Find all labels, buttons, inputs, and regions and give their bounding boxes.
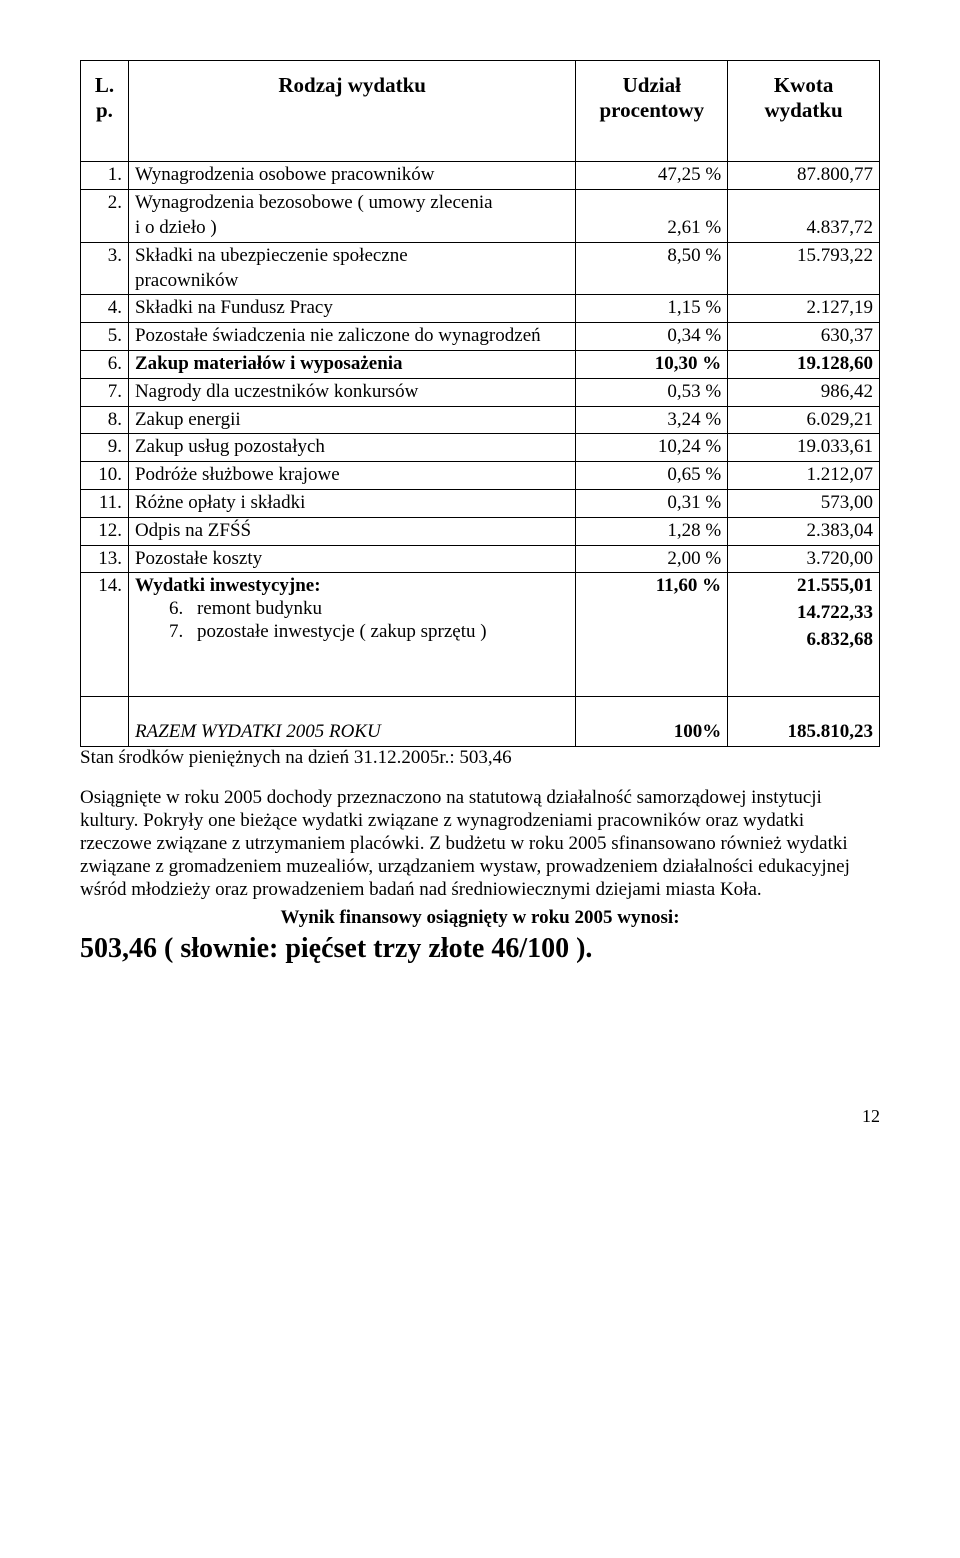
wynik-label: Wynik finansowy osiągnięty w roku 2005 w… [80, 907, 880, 930]
summary-pct: 100% [576, 696, 728, 746]
stan-srodkow: Stan środków pieniężnych na dzień 31.12.… [80, 747, 880, 770]
cell-desc: Zakup materiałów i wyposażenia [128, 350, 575, 378]
table-row-14: 14. Wydatki inwestycyjne: 6. remont budy… [81, 573, 880, 696]
table-row: 10.Podróże służbowe krajowe0,65 %1.212,0… [81, 462, 880, 490]
cell-desc: Wynagrodzenia osobowe pracowników [128, 162, 575, 190]
cell-amt: 986,42 [728, 378, 880, 406]
cell-amt: 87.800,77 [728, 162, 880, 190]
table-row-summary: RAZEM WYDATKI 2005 ROKU 100% 185.810,23 [81, 696, 880, 746]
table-row: 12.Odpis na ZFŚŚ1,28 %2.383,04 [81, 517, 880, 545]
table-row: 1.Wynagrodzenia osobowe pracowników47,25… [81, 162, 880, 190]
table-row: 2.Wynagrodzenia bezosobowe ( umowy zlece… [81, 190, 880, 243]
row14-sub2-amt: 6.832,68 [734, 629, 873, 652]
cell-lp: 4. [81, 295, 129, 323]
cell-pct: 2,00 % [576, 545, 728, 573]
cell-desc: Odpis na ZFŚŚ [128, 517, 575, 545]
cell-pct: 2,61 % [576, 190, 728, 243]
wynik-value: 503,46 ( słownie: pięćset trzy złote 46/… [80, 932, 880, 966]
row14-sub-2: 7. pozostałe inwestycje ( zakup sprzętu … [169, 621, 569, 644]
table-header-row: L. p. Rodzaj wydatku Udział procentowy K… [81, 61, 880, 162]
sub-2-num: 7. [169, 621, 197, 644]
sub-1-text: remont budynku [197, 598, 322, 621]
table-row: 7.Nagrody dla uczestników konkursów0,53 … [81, 378, 880, 406]
row14-sub-1: 6. remont budynku [169, 598, 569, 621]
cell-lp: 9. [81, 434, 129, 462]
cell-amt: 4.837,72 [728, 190, 880, 243]
cell-desc: Pozostałe koszty [128, 545, 575, 573]
table-row: 4.Składki na Fundusz Pracy1,15 %2.127,19 [81, 295, 880, 323]
page-number: 12 [80, 1106, 880, 1128]
cell-desc: Pozostałe świadczenia nie zaliczone do w… [128, 323, 575, 351]
cell-lp: 12. [81, 517, 129, 545]
cell-lp: 8. [81, 406, 129, 434]
cell-amt: 21.555,01 14.722,33 6.832,68 [728, 573, 880, 696]
header-rodzaj: Rodzaj wydatku [128, 61, 575, 162]
cell-pct: 11,60 % [576, 573, 728, 696]
table-row: 11.Różne opłaty i składki0,31 %573,00 [81, 489, 880, 517]
cell-pct: 8,50 % [576, 242, 728, 295]
cell-pct: 10,30 % [576, 350, 728, 378]
table-row: 13.Pozostałe koszty2,00 %3.720,00 [81, 545, 880, 573]
cell-pct: 1,28 % [576, 517, 728, 545]
cell-lp: 2. [81, 190, 129, 243]
cell-amt: 15.793,22 [728, 242, 880, 295]
table-row: 3.Składki na ubezpieczenie społeczneprac… [81, 242, 880, 295]
cell-lp: 10. [81, 462, 129, 490]
cell-lp: 14. [81, 573, 129, 696]
header-kwota: Kwota wydatku [728, 61, 880, 162]
cell-amt: 1.212,07 [728, 462, 880, 490]
row14-sub1-amt: 14.722,33 [734, 602, 873, 625]
cell-lp: 7. [81, 378, 129, 406]
expenses-table: L. p. Rodzaj wydatku Udział procentowy K… [80, 60, 880, 747]
main-paragraph: Osiągnięte w roku 2005 dochody przeznacz… [80, 787, 880, 901]
cell-pct: 0,53 % [576, 378, 728, 406]
row14-sublist: 6. remont budynku 7. pozostałe inwestycj… [135, 598, 569, 644]
cell-amt: 3.720,00 [728, 545, 880, 573]
cell-amt: 573,00 [728, 489, 880, 517]
cell-desc: Składki na Fundusz Pracy [128, 295, 575, 323]
header-udzial: Udział procentowy [576, 61, 728, 162]
cell-desc: Zakup usług pozostałych [128, 434, 575, 462]
cell-desc: Zakup energii [128, 406, 575, 434]
cell-desc: Wydatki inwestycyjne: 6. remont budynku … [128, 573, 575, 696]
cell-desc: Wynagrodzenia bezosobowe ( umowy zleceni… [128, 190, 575, 243]
cell-pct: 0,34 % [576, 323, 728, 351]
cell-lp: 6. [81, 350, 129, 378]
cell-amt: 19.033,61 [728, 434, 880, 462]
cell-pct: 10,24 % [576, 434, 728, 462]
table-row: 5.Pozostałe świadczenia nie zaliczone do… [81, 323, 880, 351]
cell-lp: 3. [81, 242, 129, 295]
cell-lp: 11. [81, 489, 129, 517]
table-row: 6.Zakup materiałów i wyposażenia10,30 %1… [81, 350, 880, 378]
cell-desc: Podróże służbowe krajowe [128, 462, 575, 490]
table-row: 8.Zakup energii3,24 %6.029,21 [81, 406, 880, 434]
cell-amt: 6.029,21 [728, 406, 880, 434]
cell-pct: 1,15 % [576, 295, 728, 323]
summary-label: RAZEM WYDATKI 2005 ROKU [128, 696, 575, 746]
cell-amt: 630,37 [728, 323, 880, 351]
cell-pct: 47,25 % [576, 162, 728, 190]
table-row: 9.Zakup usług pozostałych10,24 %19.033,6… [81, 434, 880, 462]
summary-lp [81, 696, 129, 746]
cell-desc: Nagrody dla uczestników konkursów [128, 378, 575, 406]
cell-pct: 0,31 % [576, 489, 728, 517]
cell-pct: 3,24 % [576, 406, 728, 434]
cell-desc: Różne opłaty i składki [128, 489, 575, 517]
cell-pct: 0,65 % [576, 462, 728, 490]
cell-lp: 13. [81, 545, 129, 573]
cell-amt: 2.383,04 [728, 517, 880, 545]
row14-title: Wydatki inwestycyjne: [135, 575, 321, 596]
row14-amt: 21.555,01 [734, 575, 873, 598]
cell-desc: Składki na ubezpieczenie społecznepracow… [128, 242, 575, 295]
header-lp: L. p. [81, 61, 129, 162]
cell-amt: 19.128,60 [728, 350, 880, 378]
cell-amt: 2.127,19 [728, 295, 880, 323]
cell-lp: 5. [81, 323, 129, 351]
cell-lp: 1. [81, 162, 129, 190]
sub-2-text: pozostałe inwestycje ( zakup sprzętu ) [197, 621, 487, 644]
summary-amt: 185.810,23 [728, 696, 880, 746]
sub-1-num: 6. [169, 598, 197, 621]
